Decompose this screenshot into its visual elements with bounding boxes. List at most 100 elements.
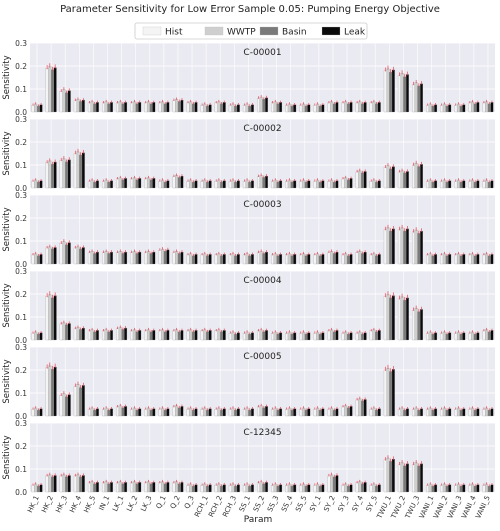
bar-basin (248, 181, 252, 189)
bar-basin (431, 333, 435, 341)
bar-basin (445, 181, 449, 189)
bar-group-lk_3 (144, 99, 156, 113)
bar-hist (426, 484, 430, 493)
bar-wwtp (372, 407, 376, 417)
bar-basin (403, 465, 407, 493)
bar-leak (321, 180, 325, 189)
bar-group-vani_2 (440, 406, 452, 417)
bar-hist (172, 482, 176, 493)
bar-group-q_2 (172, 97, 184, 113)
bar-leak (250, 104, 254, 113)
bar-leak (279, 102, 283, 113)
bar-group-q_2 (172, 479, 184, 493)
bar-basin (36, 181, 40, 189)
bar-leak (349, 332, 353, 341)
x-tick-label: Q_3 (183, 494, 196, 510)
bar-basin (318, 485, 322, 493)
x-tick-label: Q_2 (169, 494, 182, 510)
bar-wwtp (485, 483, 489, 493)
bar-hist (31, 104, 35, 113)
bar-leak (476, 408, 480, 417)
bar-leak (279, 408, 283, 417)
bar-group-vani_2 (440, 251, 452, 265)
bar-hist (313, 332, 317, 341)
bar-leak (95, 482, 99, 493)
bar-leak (335, 408, 339, 417)
y-axis-label: Sensitivity (2, 283, 12, 327)
bar-hist (31, 408, 35, 417)
bar-hist (355, 332, 359, 341)
bar-group-lk_3 (144, 327, 156, 341)
bar-wwtp (259, 405, 263, 417)
bar-leak (250, 254, 254, 265)
bar-basin (389, 230, 393, 265)
panel-label: C-00002 (243, 124, 281, 134)
bar-hist (186, 254, 190, 265)
bar-basin (459, 409, 463, 417)
bar-leak (180, 482, 184, 493)
bar-hist (369, 180, 373, 189)
bar-basin (107, 483, 111, 493)
bar-hist (130, 102, 134, 113)
bar-wwtp (132, 101, 136, 113)
bar-hist (369, 484, 373, 493)
bar-wwtp (428, 253, 432, 265)
bar-group-hk_5 (87, 479, 99, 493)
y-axis-label: Sensitivity (2, 131, 12, 175)
bar-leak (349, 406, 353, 417)
bar-basin (417, 311, 421, 341)
bar-basin (191, 409, 195, 417)
bar-hist (144, 178, 148, 189)
bar-wwtp (259, 329, 263, 341)
bar-group-ss_4 (285, 102, 297, 113)
bar-wwtp (90, 251, 94, 265)
bar-basin (163, 181, 167, 189)
bar-wwtp (146, 329, 150, 341)
bar-hist (397, 408, 401, 417)
bar-basin (220, 255, 224, 265)
bar-hist (158, 180, 162, 189)
bar-leak (39, 408, 43, 417)
bar-basin (248, 105, 252, 113)
bar-basin (191, 485, 195, 493)
bar-basin (65, 161, 69, 189)
bar-basin (177, 483, 181, 493)
bar-wwtp (442, 103, 446, 113)
bar-wwtp (90, 179, 94, 189)
bar-basin (135, 483, 139, 493)
bar-leak (363, 102, 367, 113)
bar-leak (448, 332, 452, 341)
bar-hist (186, 408, 190, 417)
bar-leak (321, 408, 325, 417)
bar-hist (327, 252, 331, 265)
bar-hist (116, 102, 120, 113)
bar-group-lk_1 (116, 99, 128, 113)
bar-hist (412, 309, 415, 341)
bar-basin (318, 255, 322, 265)
bar-basin (248, 255, 252, 265)
bar-leak (335, 475, 339, 493)
bar-hist (482, 484, 486, 493)
bar-hist (59, 475, 63, 493)
bar-hist (397, 298, 401, 341)
bar-group-q_2 (172, 403, 184, 417)
bar-basin (487, 485, 491, 493)
bar-hist (482, 254, 486, 265)
bar-hist (412, 231, 415, 265)
bar-leak (180, 99, 184, 113)
bar-leak (279, 484, 283, 493)
bar-group-ss_3 (271, 178, 283, 189)
bar-wwtp (161, 248, 164, 265)
bar-basin (79, 101, 83, 113)
bar-basin (248, 485, 252, 493)
bar-basin (93, 409, 97, 417)
bar-hist (87, 330, 91, 341)
bar-hist (454, 254, 458, 265)
bar-leak (53, 161, 57, 189)
x-tick-label: HK_2 (40, 494, 55, 514)
bar-group-rch_1 (200, 178, 212, 189)
legend-label-leak: Leak (344, 28, 366, 38)
bar-group-hk_1 (31, 406, 43, 417)
bar-hist (214, 484, 218, 493)
